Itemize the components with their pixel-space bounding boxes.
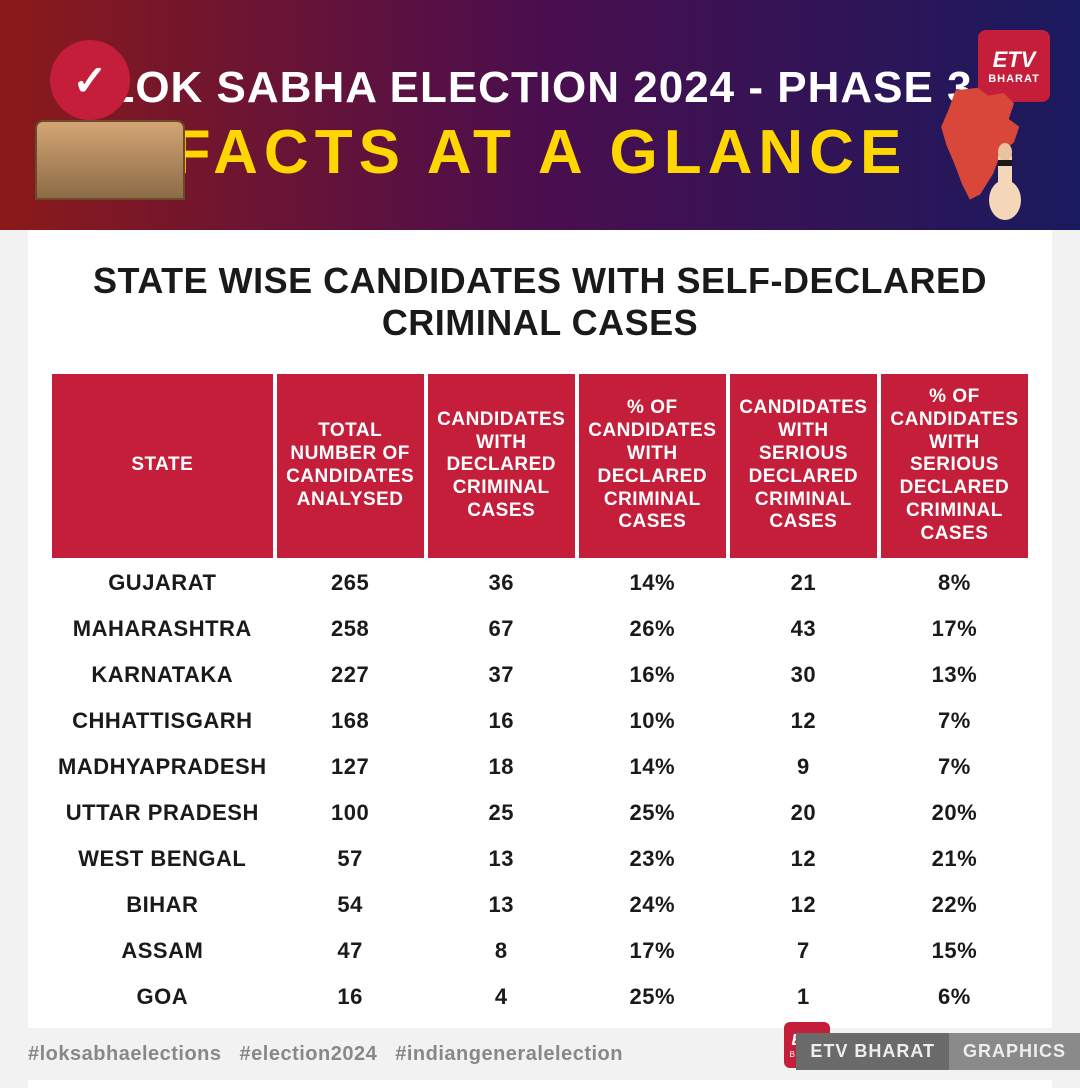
table-cell: 47 [277,930,424,972]
table-cell: 227 [277,654,424,696]
parliament-building-icon [35,120,185,200]
footer: #loksabhaelections #election2024 #indiange… [0,1028,1080,1080]
table-cell: 30 [730,654,877,696]
table-cell: 16% [579,654,726,696]
table-row: ASSAM47817%715% [52,930,1028,972]
table-cell: 7% [881,746,1028,788]
table-header-cell: CANDIDATES WITH DECLARED CRIMINAL CASES [428,374,575,558]
table-cell: 168 [277,700,424,742]
table-row: BIHAR541324%1222% [52,884,1028,926]
inked-finger-icon [980,140,1030,220]
table-cell: 265 [277,562,424,604]
table-header-cell: STATE [52,374,273,558]
table-cell: 12 [730,700,877,742]
table-cell: 25% [579,792,726,834]
table-cell: 24% [579,884,726,926]
table-cell: 57 [277,838,424,880]
credit-brand: ETV BHARAT [796,1033,949,1070]
table-cell: GOA [52,976,273,1018]
header-banner: ✓ LOK SABHA ELECTION 2024 - PHASE 3 FACT… [0,0,1080,230]
table-row: GOA16425%16% [52,976,1028,1018]
table-cell: 8% [881,562,1028,604]
table-cell: 36 [428,562,575,604]
vote-stamp-icon: ✓ [50,40,130,120]
table-cell: 1 [730,976,877,1018]
table-cell: 127 [277,746,424,788]
table-header-cell: % OF CANDIDATES WITH SERIOUS DECLARED CR… [881,374,1028,558]
table-cell: WEST BENGAL [52,838,273,880]
table-cell: 258 [277,608,424,650]
hashtag: #loksabhaelections [28,1043,222,1065]
table-cell: 13 [428,838,575,880]
credit-type: GRAPHICS [949,1033,1080,1070]
table-cell: 15% [881,930,1028,972]
credit-box: ETV BHARAT GRAPHICS [796,1033,1080,1070]
hashtags: #loksabhaelections #election2024 #indiange… [28,1043,641,1066]
table-cell: 14% [579,562,726,604]
table-cell: 43 [730,608,877,650]
logo-text-main: ETV [993,47,1036,73]
table-cell: UTTAR PRADESH [52,792,273,834]
table-body: GUJARAT2653614%218%MAHARASHTRA2586726%43… [52,562,1028,1064]
table-cell: 7% [881,700,1028,742]
header-title-line1: LOK SABHA ELECTION 2024 - PHASE 3 [107,63,972,113]
table-cell: 13% [881,654,1028,696]
table-cell: 16 [277,976,424,1018]
table-cell: 26% [579,608,726,650]
table-cell: 14% [579,746,726,788]
table-row: MADHYAPRADESH1271814%97% [52,746,1028,788]
table-cell: 21% [881,838,1028,880]
header-right-graphics: ETV BHARAT [890,30,1050,210]
table-cell: 16 [428,700,575,742]
table-cell: 18 [428,746,575,788]
table-cell: KARNATAKA [52,654,273,696]
table-cell: 12 [730,884,877,926]
table-cell: MADHYAPRADESH [52,746,273,788]
table-cell: 25 [428,792,575,834]
table-row: KARNATAKA2273716%3013% [52,654,1028,696]
table-cell: 9 [730,746,877,788]
table-cell: BIHAR [52,884,273,926]
table-row: WEST BENGAL571323%1221% [52,838,1028,880]
table-cell: CHHATTISGARH [52,700,273,742]
criminal-cases-table: STATETOTAL NUMBER OF CANDIDATES ANALYSED… [48,370,1032,1068]
table-header-cell: % OF CANDIDATES WITH DECLARED CRIMINAL C… [579,374,726,558]
table-cell: 17% [881,608,1028,650]
table-cell: 13 [428,884,575,926]
parliament-vote-icon: ✓ [30,40,190,200]
table-cell: 20 [730,792,877,834]
table-cell: MAHARASHTRA [52,608,273,650]
header-title-line2: FACTS AT A GLANCE [173,117,908,188]
table-row: GUJARAT2653614%218% [52,562,1028,604]
table-cell: ASSAM [52,930,273,972]
table-cell: 17% [579,930,726,972]
table-cell: 8 [428,930,575,972]
table-row: CHHATTISGARH1681610%127% [52,700,1028,742]
table-cell: 37 [428,654,575,696]
table-cell: 22% [881,884,1028,926]
table-row: MAHARASHTRA2586726%4317% [52,608,1028,650]
hashtag: #indiangeneralelection [395,1043,623,1065]
table-cell: 100 [277,792,424,834]
table-cell: GUJARAT [52,562,273,604]
table-cell: 10% [579,700,726,742]
table-header-cell: CANDIDATES WITH SERIOUS DECLARED CRIMINA… [730,374,877,558]
table-cell: 67 [428,608,575,650]
table-title: STATE WISE CANDIDATES WITH SELF-DECLARED… [48,260,1032,344]
table-cell: 23% [579,838,726,880]
table-cell: 6% [881,976,1028,1018]
content-panel: STATE WISE CANDIDATES WITH SELF-DECLARED… [28,230,1052,1088]
table-cell: 21 [730,562,877,604]
table-cell: 4 [428,976,575,1018]
table-header-cell: TOTAL NUMBER OF CANDIDATES ANALYSED [277,374,424,558]
table-cell: 12 [730,838,877,880]
table-header-row: STATETOTAL NUMBER OF CANDIDATES ANALYSED… [52,374,1028,558]
hashtag: #election2024 [240,1043,378,1065]
table-cell: 7 [730,930,877,972]
table-row: UTTAR PRADESH1002525%2020% [52,792,1028,834]
table-cell: 54 [277,884,424,926]
table-cell: 25% [579,976,726,1018]
table-cell: 20% [881,792,1028,834]
